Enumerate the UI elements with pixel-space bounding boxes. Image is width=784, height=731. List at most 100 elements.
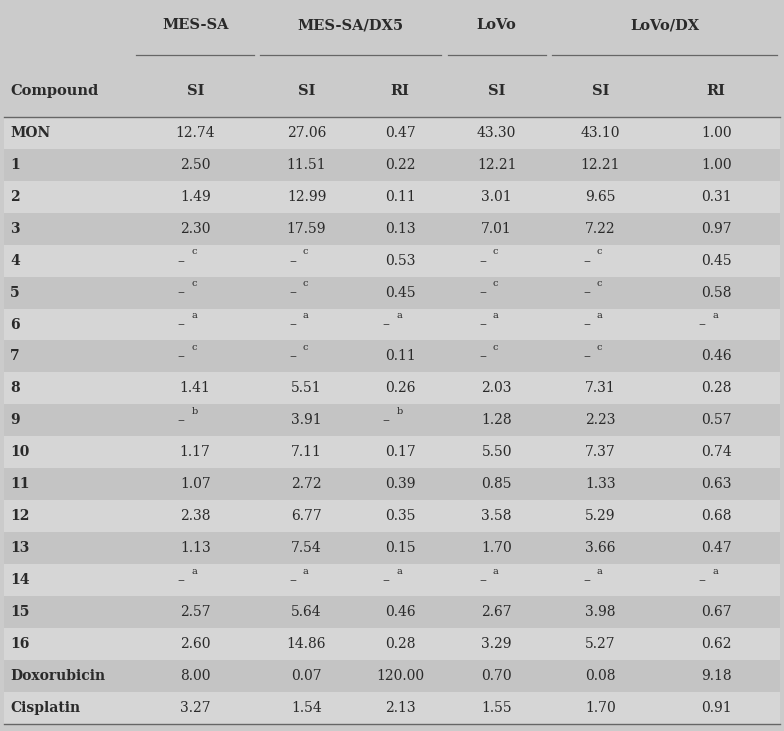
Text: –: – — [178, 254, 184, 268]
Text: 14.86: 14.86 — [287, 637, 326, 651]
Text: 2.67: 2.67 — [481, 605, 512, 619]
Text: 0.22: 0.22 — [385, 158, 416, 172]
Text: 1.55: 1.55 — [481, 701, 512, 715]
Text: a: a — [492, 567, 499, 575]
Bar — [4, 117, 780, 149]
Text: SI: SI — [488, 84, 506, 99]
Text: LoVo/DX: LoVo/DX — [630, 18, 699, 32]
Text: 3.58: 3.58 — [481, 509, 512, 523]
Text: 6: 6 — [10, 317, 20, 332]
Text: –: – — [383, 317, 390, 332]
Text: –: – — [289, 286, 296, 300]
Text: 0.47: 0.47 — [701, 541, 731, 555]
Text: –: – — [289, 573, 296, 587]
Text: –: – — [479, 349, 486, 363]
Text: 12: 12 — [10, 509, 30, 523]
Text: 0.62: 0.62 — [701, 637, 731, 651]
Text: 0.85: 0.85 — [481, 477, 512, 491]
Text: a: a — [191, 567, 197, 575]
Text: 7.11: 7.11 — [291, 445, 322, 459]
Text: 0.53: 0.53 — [385, 254, 416, 268]
Bar — [4, 308, 780, 341]
Text: –: – — [583, 286, 590, 300]
Bar — [4, 276, 780, 308]
Text: 0.28: 0.28 — [701, 382, 731, 395]
Text: 0.17: 0.17 — [385, 445, 416, 459]
Text: 0.07: 0.07 — [291, 669, 322, 683]
Text: 1.54: 1.54 — [291, 701, 322, 715]
Text: b: b — [191, 407, 198, 416]
Text: 1: 1 — [10, 158, 20, 172]
Text: 10: 10 — [10, 445, 30, 459]
Bar — [4, 532, 780, 564]
Text: 3.91: 3.91 — [291, 413, 322, 428]
Text: –: – — [178, 413, 184, 428]
Text: 43.10: 43.10 — [581, 126, 620, 140]
Text: –: – — [178, 349, 184, 363]
Text: 2.72: 2.72 — [291, 477, 322, 491]
Text: 12.21: 12.21 — [477, 158, 517, 172]
Text: 7.01: 7.01 — [481, 221, 512, 235]
Text: 1.33: 1.33 — [585, 477, 616, 491]
Text: 1.70: 1.70 — [585, 701, 616, 715]
Text: c: c — [303, 343, 308, 352]
Text: 0.63: 0.63 — [701, 477, 731, 491]
Text: –: – — [178, 286, 184, 300]
Bar — [4, 213, 780, 245]
Text: 2.30: 2.30 — [180, 221, 210, 235]
Text: –: – — [289, 317, 296, 332]
Text: 2.60: 2.60 — [180, 637, 210, 651]
Text: 12.21: 12.21 — [581, 158, 620, 172]
Text: 0.08: 0.08 — [586, 669, 615, 683]
Text: 0.15: 0.15 — [385, 541, 416, 555]
Text: a: a — [712, 311, 718, 320]
Text: 1.00: 1.00 — [701, 126, 731, 140]
Bar — [4, 181, 780, 213]
Text: c: c — [597, 247, 602, 257]
Text: 120.00: 120.00 — [376, 669, 424, 683]
Text: 15: 15 — [10, 605, 30, 619]
Text: LoVo: LoVo — [477, 18, 517, 32]
Text: c: c — [597, 343, 602, 352]
Text: 2.38: 2.38 — [180, 509, 210, 523]
Text: –: – — [479, 573, 486, 587]
Bar — [4, 404, 780, 436]
Text: a: a — [712, 567, 718, 575]
Bar — [4, 436, 780, 469]
Text: Compound: Compound — [10, 84, 99, 99]
Text: 3: 3 — [10, 221, 20, 235]
Text: 7.54: 7.54 — [291, 541, 322, 555]
Bar — [4, 11, 780, 117]
Bar — [4, 469, 780, 500]
Text: 3.27: 3.27 — [180, 701, 211, 715]
Text: c: c — [303, 247, 308, 257]
Text: 0.39: 0.39 — [385, 477, 416, 491]
Text: 0.11: 0.11 — [385, 349, 416, 363]
Text: –: – — [583, 349, 590, 363]
Text: 0.70: 0.70 — [481, 669, 512, 683]
Text: Doxorubicin: Doxorubicin — [10, 669, 105, 683]
Text: SI: SI — [298, 84, 315, 99]
Text: a: a — [492, 311, 499, 320]
Text: SI: SI — [187, 84, 204, 99]
Text: SI: SI — [592, 84, 609, 99]
Text: a: a — [597, 567, 602, 575]
Text: –: – — [583, 573, 590, 587]
Text: 2.23: 2.23 — [586, 413, 615, 428]
Text: 9.18: 9.18 — [701, 669, 731, 683]
Text: 0.68: 0.68 — [701, 509, 731, 523]
Bar — [4, 596, 780, 628]
Text: 0.45: 0.45 — [385, 286, 416, 300]
Text: c: c — [191, 247, 197, 257]
Text: –: – — [583, 317, 590, 332]
Text: RI: RI — [390, 84, 410, 99]
Text: 7.37: 7.37 — [585, 445, 616, 459]
Text: –: – — [289, 254, 296, 268]
Text: 0.91: 0.91 — [701, 701, 731, 715]
Text: 5: 5 — [10, 286, 20, 300]
Text: 3.98: 3.98 — [586, 605, 615, 619]
Bar — [4, 692, 780, 724]
Text: 2.50: 2.50 — [180, 158, 210, 172]
Text: 0.13: 0.13 — [385, 221, 416, 235]
Text: b: b — [396, 407, 402, 416]
